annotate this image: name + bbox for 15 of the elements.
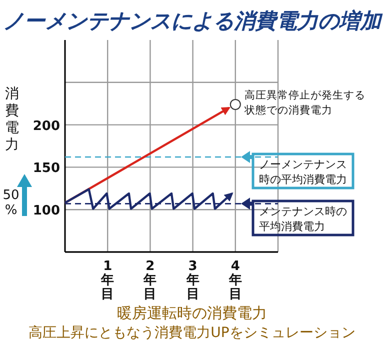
legend-label: メンテナンス時の平均消費電力 xyxy=(259,205,347,233)
x-tick-label: 3年目 xyxy=(185,259,200,302)
text: 暖房運転時の消費電力 xyxy=(117,304,267,322)
text: 高圧上昇にともなう消費電力UPをシミュレーション xyxy=(28,325,356,341)
y-axis-title: 消費電力 xyxy=(5,86,19,153)
y-tick-label: 100 xyxy=(32,204,60,219)
x-tick-label: 2年目 xyxy=(142,259,157,302)
y-tick-label: 200 xyxy=(32,118,60,134)
annotation: 高圧異常停止が発生する状態での消費電力 xyxy=(243,88,366,116)
text: 50% xyxy=(2,188,20,218)
x-tick-label: 4年目 xyxy=(228,259,242,302)
chart-title: ノーメンテナンスによる消費電力の増加 xyxy=(3,9,383,33)
x-tick-label: 1年目 xyxy=(100,259,114,302)
legend-label: ノーメンテナンス時の平均消費電力 xyxy=(259,158,347,186)
y-tick-label: 150 xyxy=(32,161,60,176)
